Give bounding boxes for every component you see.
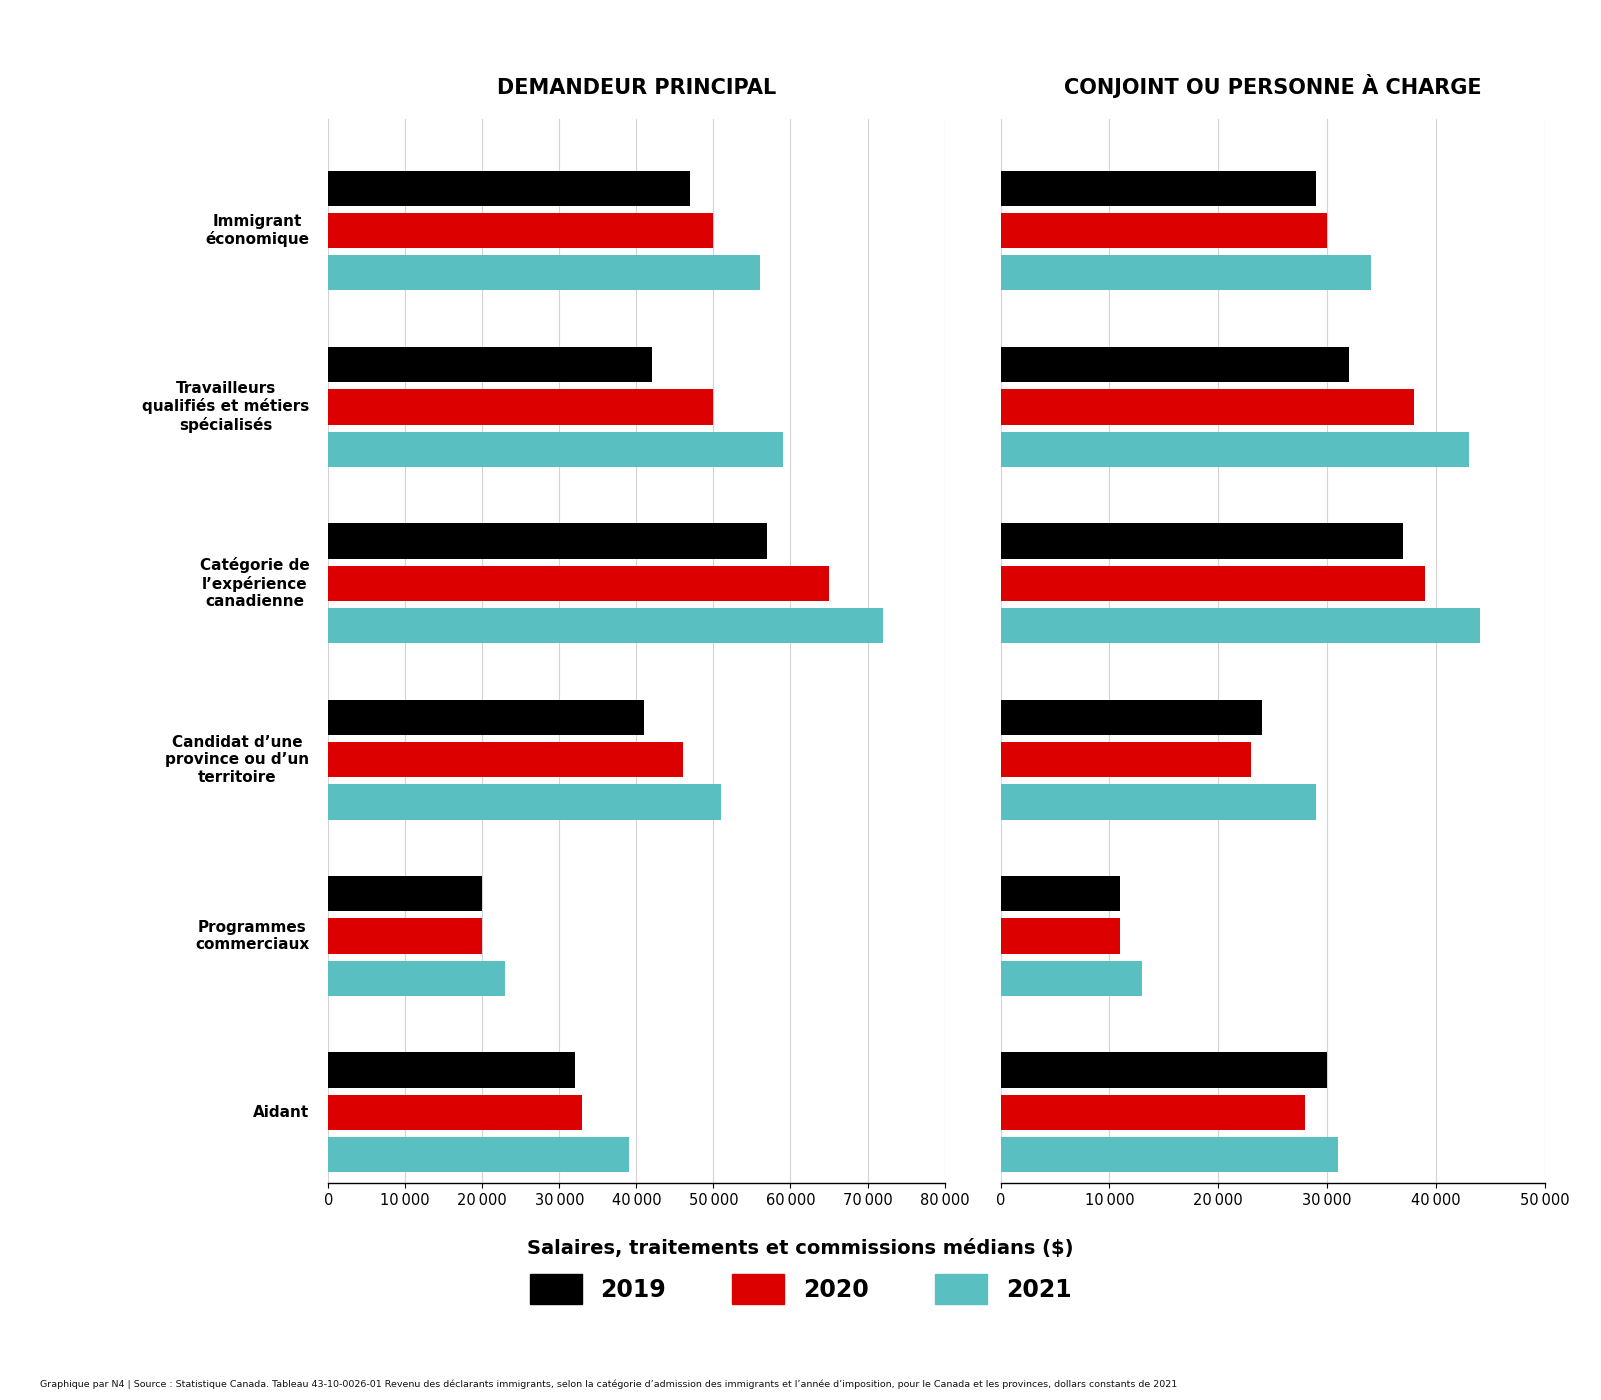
Bar [1001,876,1121,911]
Bar [1001,171,1316,206]
Bar [328,742,682,777]
Bar [1001,608,1479,643]
Bar [1001,784,1316,819]
Title: CONJOINT OU PERSONNE À CHARGE: CONJOINT OU PERSONNE À CHARGE [1065,74,1481,98]
Bar [328,608,884,643]
Bar [328,1137,629,1172]
Bar [1001,389,1414,424]
Bar [1001,213,1327,248]
Bar [328,700,644,735]
Bar [328,347,652,382]
Bar [1001,566,1425,601]
Bar [328,389,714,424]
Bar [1001,918,1121,953]
Bar [328,524,767,559]
Title: DEMANDEUR PRINCIPAL: DEMANDEUR PRINCIPAL [496,78,776,98]
Bar [1001,1053,1327,1088]
Bar [1001,255,1370,290]
Bar [328,918,482,953]
Bar [1001,1137,1338,1172]
Legend: 2019, 2020, 2021: 2019, 2020, 2021 [530,1274,1071,1305]
Bar [328,876,482,911]
Bar [328,213,714,248]
Bar [1001,524,1404,559]
Bar [328,1053,575,1088]
Bar [1001,347,1350,382]
Bar [328,431,783,466]
Text: Graphique par N4 | Source : Statistique Canada. Tableau 43-10-0026-01 Revenu des: Graphique par N4 | Source : Statistique … [40,1379,1177,1389]
Bar [328,566,829,601]
Bar [1001,431,1468,466]
Bar [328,255,760,290]
Bar [1001,742,1250,777]
Bar [1001,700,1262,735]
Bar [328,1095,583,1130]
Bar [1001,960,1142,995]
Bar [1001,1095,1305,1130]
Bar [328,171,690,206]
Bar [328,784,720,819]
Bar [328,960,506,995]
Text: Salaires, traitements et commissions médians ($): Salaires, traitements et commissions méd… [527,1239,1074,1259]
